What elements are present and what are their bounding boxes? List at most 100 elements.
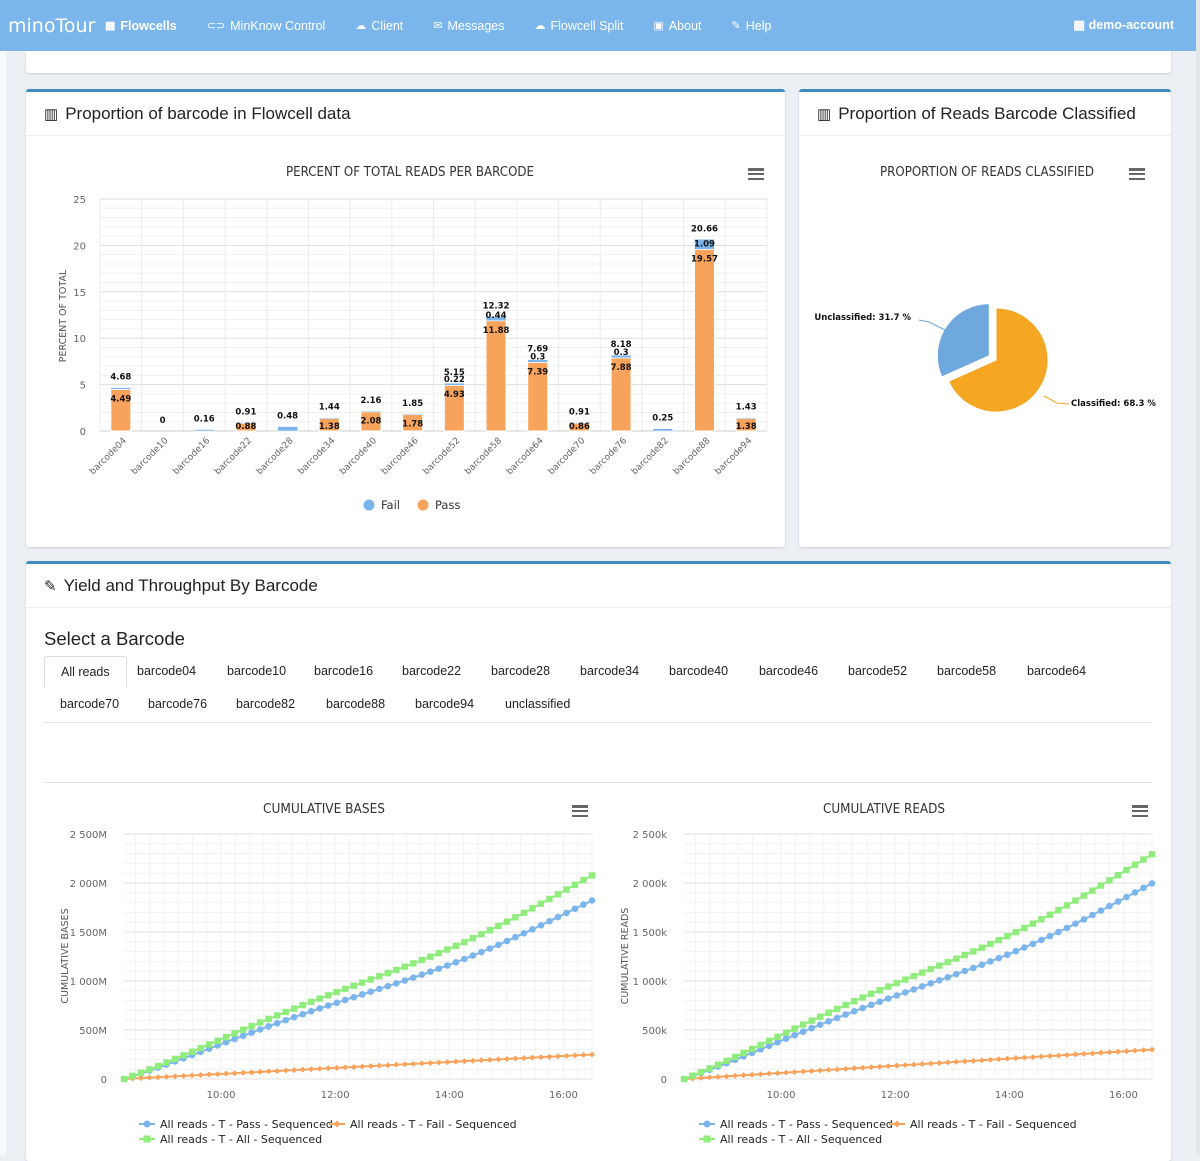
series-point bbox=[936, 962, 943, 969]
brand-logo[interactable]: minoTour bbox=[8, 14, 96, 37]
tab-barcode76[interactable]: barcode76 bbox=[148, 697, 208, 711]
chart-title: PERCENT OF TOTAL READS PER BARCODE bbox=[286, 165, 534, 180]
tab-barcode70[interactable]: barcode70 bbox=[60, 697, 120, 711]
series-point bbox=[486, 926, 494, 934]
cumulative-bases-chart: CUMULATIVE BASES 0 500M 1 000M 1 500M 2 000M 2… bbox=[60, 802, 596, 1146]
series-point bbox=[935, 977, 943, 984]
tab-barcode28[interactable]: barcode28 bbox=[491, 664, 551, 678]
chart-menu-icon[interactable] bbox=[1129, 168, 1145, 180]
tab-barcode16[interactable]: barcode16 bbox=[314, 664, 374, 678]
series-point bbox=[282, 1008, 289, 1016]
nav-client[interactable]: ☁ Client bbox=[355, 19, 403, 33]
series-point bbox=[571, 905, 579, 913]
tab-barcode82[interactable]: barcode82 bbox=[236, 697, 296, 711]
legend-marker bbox=[143, 1120, 151, 1128]
tab-barcode04[interactable]: barcode04 bbox=[137, 664, 197, 678]
top-navbar: minoTour ▦ Flowcells ⊂⊃ MinKnow Control ☁ Cli… bbox=[0, 0, 1196, 51]
series-point bbox=[231, 1035, 238, 1043]
chart-menu-icon[interactable] bbox=[748, 168, 764, 180]
series-point bbox=[1114, 871, 1122, 879]
bar-pass-label: 1.78 bbox=[402, 419, 423, 429]
series-point bbox=[859, 994, 866, 1001]
series-point bbox=[1148, 851, 1156, 858]
series-point bbox=[222, 1033, 230, 1041]
series-point bbox=[452, 1058, 459, 1065]
bar-total-label: 1.85 bbox=[402, 399, 423, 409]
series-line bbox=[683, 853, 1153, 1080]
series-point bbox=[970, 964, 977, 972]
series-point bbox=[995, 954, 1003, 962]
series-point bbox=[308, 1066, 315, 1073]
series-point bbox=[223, 1070, 230, 1077]
series-point bbox=[740, 1072, 747, 1079]
series-point bbox=[180, 1072, 187, 1079]
nav-about[interactable]: ▣ About bbox=[653, 19, 701, 33]
series-point bbox=[138, 1075, 145, 1082]
tab-barcode10[interactable]: barcode10 bbox=[227, 664, 287, 678]
tab-barcode94[interactable]: barcode94 bbox=[415, 697, 475, 711]
x-tick-label: barcode28 bbox=[255, 436, 296, 477]
panel-title: ▥ Proportion of Reads Barcode Classified bbox=[799, 92, 1171, 136]
bar-pass-label: 0.86 bbox=[569, 422, 590, 432]
series-point bbox=[1106, 877, 1113, 884]
tab-unclassified[interactable]: unclassified bbox=[505, 697, 571, 711]
tab-barcode52[interactable]: barcode52 bbox=[848, 664, 908, 678]
nav-flowcells[interactable]: ▦ Flowcells bbox=[105, 19, 177, 33]
legend-fail-label: Fail bbox=[381, 498, 400, 512]
series-point bbox=[401, 1061, 408, 1068]
series-point bbox=[129, 1072, 136, 1080]
series-point bbox=[231, 1030, 238, 1037]
series-point bbox=[1131, 1047, 1138, 1054]
account-menu[interactable]: ▦ demo-account bbox=[1073, 17, 1174, 32]
series-point bbox=[393, 966, 400, 974]
bar-chart-icon: ▥ bbox=[44, 105, 59, 123]
nav-messages[interactable]: ✉ Messages bbox=[433, 19, 504, 33]
nav-help[interactable]: ✎ Help bbox=[732, 19, 772, 33]
series-point bbox=[520, 909, 528, 917]
series-point bbox=[163, 1059, 170, 1066]
series-point bbox=[1089, 911, 1096, 919]
chart-menu-icon[interactable] bbox=[1132, 805, 1148, 817]
y-tick-label: 1 500M bbox=[70, 928, 107, 939]
panel-title: ▥ Proportion of barcode in Flowcell data bbox=[26, 92, 785, 136]
series-point bbox=[495, 1056, 502, 1063]
tab-barcode34[interactable]: barcode34 bbox=[580, 664, 640, 678]
nav-flowcell-split[interactable]: ☁ Flowcell Split bbox=[534, 19, 623, 33]
legend-marker bbox=[333, 1120, 341, 1128]
series-point bbox=[774, 1070, 781, 1077]
legend-pass-label: Pass bbox=[435, 498, 460, 512]
bar-total-label: 7.69 bbox=[527, 345, 548, 355]
series-point bbox=[1004, 951, 1011, 958]
y-axis-label: CUMULATIVE BASES bbox=[60, 908, 71, 1003]
series-point bbox=[554, 891, 562, 898]
tab-all-reads[interactable]: All reads bbox=[44, 656, 127, 688]
series-point bbox=[876, 998, 884, 1005]
tab-barcode58[interactable]: barcode58 bbox=[937, 664, 997, 678]
legend-marker bbox=[703, 1135, 711, 1143]
series-point bbox=[350, 982, 357, 989]
y-tick-label: 2 500k bbox=[633, 830, 668, 841]
series-point bbox=[452, 958, 460, 966]
tab-barcode22[interactable]: barcode22 bbox=[402, 664, 462, 678]
tab-barcode88[interactable]: barcode88 bbox=[326, 697, 386, 711]
tab-barcode40[interactable]: barcode40 bbox=[669, 664, 729, 678]
series-point bbox=[308, 998, 315, 1006]
bar-total-label: 4.68 bbox=[110, 373, 131, 383]
series-point bbox=[851, 1065, 858, 1072]
scrollbar-track[interactable] bbox=[1196, 0, 1200, 1155]
series-point bbox=[240, 1069, 247, 1076]
tab-barcode64[interactable]: barcode64 bbox=[1027, 664, 1087, 678]
series-point bbox=[469, 935, 477, 942]
series-point bbox=[1106, 902, 1113, 910]
series-point bbox=[325, 1065, 332, 1072]
series-point bbox=[154, 1062, 162, 1070]
y-tick-label: 25 bbox=[73, 195, 86, 206]
tab-barcode46[interactable]: barcode46 bbox=[759, 664, 819, 678]
chart-menu-icon[interactable] bbox=[572, 805, 588, 817]
series-point bbox=[816, 1021, 824, 1029]
series-point bbox=[825, 1018, 832, 1025]
series-point bbox=[316, 1005, 324, 1012]
series-point bbox=[834, 1066, 841, 1073]
nav-minknow-control[interactable]: ⊂⊃ MinKnow Control bbox=[207, 19, 326, 33]
bar-fail bbox=[360, 410, 382, 413]
